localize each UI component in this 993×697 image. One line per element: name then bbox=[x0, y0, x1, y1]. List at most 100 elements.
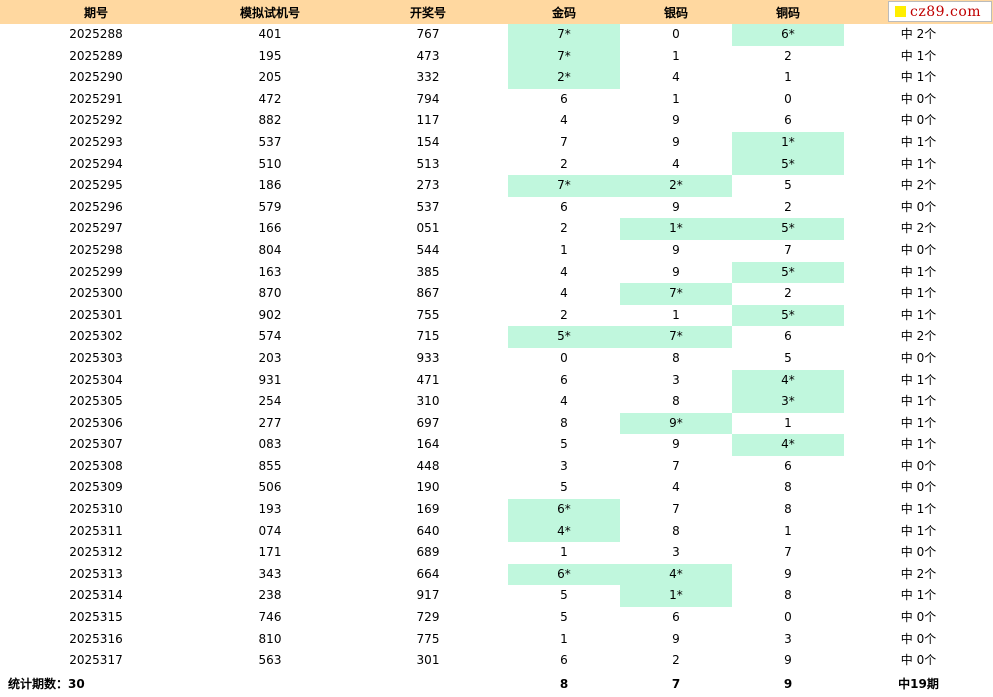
cell-bronze: 5 bbox=[784, 178, 792, 193]
cell-period: 2025309 bbox=[69, 480, 123, 495]
cell-bronze: 5* bbox=[732, 261, 844, 284]
cell-gold: 6* bbox=[508, 499, 620, 521]
cell-sim: 166 bbox=[258, 221, 282, 236]
cell-result: 中 1个 bbox=[900, 48, 937, 63]
table-row: 2025312 171 689 1 3 7 中 0个 bbox=[0, 542, 993, 564]
table-row: 2025311 074 640 4* 8 1 中 1个 bbox=[0, 520, 993, 543]
cell-sim: 343 bbox=[258, 566, 282, 581]
cell-result: 中 1个 bbox=[900, 264, 937, 279]
cell-period: 2025297 bbox=[69, 221, 123, 236]
site-logo[interactable]: cz89.com bbox=[888, 1, 992, 22]
cell-period: 2025291 bbox=[69, 91, 123, 106]
cell-period: 2025292 bbox=[69, 113, 123, 128]
table-row: 2025298 804 544 1 9 7 中 0个 bbox=[0, 240, 993, 262]
cell-draw: 051 bbox=[416, 221, 440, 236]
cell-draw: 664 bbox=[416, 566, 440, 581]
cell-result: 中 1个 bbox=[900, 523, 937, 538]
cell-gold: 5 bbox=[560, 437, 568, 452]
cell-sim: 931 bbox=[258, 372, 282, 387]
cell-sim: 472 bbox=[258, 91, 282, 106]
table-footer: 统计期数：30 8 7 9 中19期 bbox=[0, 672, 993, 696]
cell-sim: 855 bbox=[258, 458, 282, 473]
cell-bronze: 3 bbox=[784, 631, 792, 646]
cell-draw: 544 bbox=[416, 242, 440, 257]
cell-bronze: 2 bbox=[784, 199, 792, 214]
cell-bronze: 6 bbox=[784, 458, 792, 473]
cell-period: 2025302 bbox=[69, 329, 123, 344]
cell-draw: 755 bbox=[416, 307, 440, 322]
table-row: 2025296 579 537 6 9 2 中 0个 bbox=[0, 197, 993, 219]
cell-bronze: 1 bbox=[784, 523, 792, 538]
cell-period: 2025315 bbox=[69, 610, 123, 625]
cell-bronze: 3* bbox=[732, 391, 844, 413]
cell-silver: 7* bbox=[620, 283, 732, 305]
cell-draw: 448 bbox=[416, 458, 440, 473]
cell-sim: 746 bbox=[258, 610, 282, 625]
cell-sim: 506 bbox=[258, 480, 282, 495]
cell-bronze: 4* bbox=[732, 369, 844, 392]
logo-square-icon bbox=[895, 6, 906, 17]
cell-result: 中 0个 bbox=[900, 242, 937, 257]
cell-period: 2025294 bbox=[69, 156, 123, 171]
cell-result: 中 2个 bbox=[900, 566, 937, 581]
cell-period: 2025289 bbox=[69, 48, 123, 63]
cell-period: 2025304 bbox=[69, 372, 123, 387]
cell-result: 中 1个 bbox=[900, 415, 937, 430]
cell-draw: 729 bbox=[416, 610, 440, 625]
cell-draw: 767 bbox=[416, 27, 440, 41]
cell-period: 2025296 bbox=[69, 199, 123, 214]
cell-silver: 2 bbox=[672, 653, 680, 668]
cell-period: 2025312 bbox=[69, 545, 123, 560]
header-period: 期号 bbox=[0, 0, 192, 24]
cell-silver: 1* bbox=[620, 585, 732, 608]
cell-silver: 8 bbox=[672, 350, 680, 365]
cell-sim: 195 bbox=[258, 48, 282, 63]
cell-gold: 6 bbox=[560, 372, 568, 387]
cell-silver: 9 bbox=[672, 631, 680, 646]
cell-result: 中 1个 bbox=[900, 307, 937, 322]
cell-silver: 9 bbox=[672, 134, 680, 149]
cell-draw: 385 bbox=[416, 264, 440, 279]
cell-period: 2025306 bbox=[69, 415, 123, 430]
cell-gold: 6 bbox=[560, 91, 568, 106]
cell-bronze: 9 bbox=[784, 653, 792, 668]
cell-silver: 4 bbox=[672, 70, 680, 85]
cell-gold: 1 bbox=[560, 545, 568, 560]
table-row: 2025289 195 473 7* 1 2 中 1个 bbox=[0, 45, 993, 68]
cell-bronze: 1 bbox=[784, 415, 792, 430]
cell-silver: 8 bbox=[672, 394, 680, 409]
cell-silver: 7* bbox=[620, 326, 732, 348]
cell-bronze: 7 bbox=[784, 242, 792, 257]
cell-silver: 2* bbox=[620, 175, 732, 197]
cell-silver: 9 bbox=[672, 264, 680, 279]
cell-gold: 7* bbox=[508, 45, 620, 68]
cell-sim: 870 bbox=[258, 286, 282, 301]
cell-result: 中 0个 bbox=[900, 199, 937, 214]
table-row: 2025306 277 697 8 9* 1 中 1个 bbox=[0, 412, 993, 435]
cell-gold: 5 bbox=[560, 480, 568, 495]
cell-period: 2025311 bbox=[69, 523, 123, 538]
cell-gold: 5* bbox=[508, 326, 620, 348]
cell-period: 2025295 bbox=[69, 178, 123, 193]
cell-sim: 193 bbox=[258, 502, 282, 517]
table-row: 2025313 343 664 6* 4* 9 中 2个 bbox=[0, 563, 993, 586]
cell-silver: 4* bbox=[620, 563, 732, 586]
cell-period: 2025305 bbox=[69, 394, 123, 409]
cell-bronze: 2 bbox=[784, 48, 792, 63]
cell-gold: 4 bbox=[560, 264, 568, 279]
table-row: 2025295 186 273 7* 2* 5 中 2个 bbox=[0, 175, 993, 197]
cell-draw: 473 bbox=[416, 48, 440, 63]
table-row: 2025291 472 794 6 1 0 中 0个 bbox=[0, 89, 993, 111]
cell-draw: 775 bbox=[416, 631, 440, 646]
cell-bronze: 1* bbox=[732, 131, 844, 154]
cell-period: 2025317 bbox=[69, 653, 123, 668]
cell-result: 中 1个 bbox=[900, 437, 937, 452]
cell-silver: 3 bbox=[672, 545, 680, 560]
cell-silver: 6 bbox=[672, 610, 680, 625]
cell-silver: 9 bbox=[672, 437, 680, 452]
cell-draw: 471 bbox=[416, 372, 440, 387]
header-silver: 银码 bbox=[620, 0, 732, 24]
cell-result: 中 2个 bbox=[900, 221, 937, 236]
